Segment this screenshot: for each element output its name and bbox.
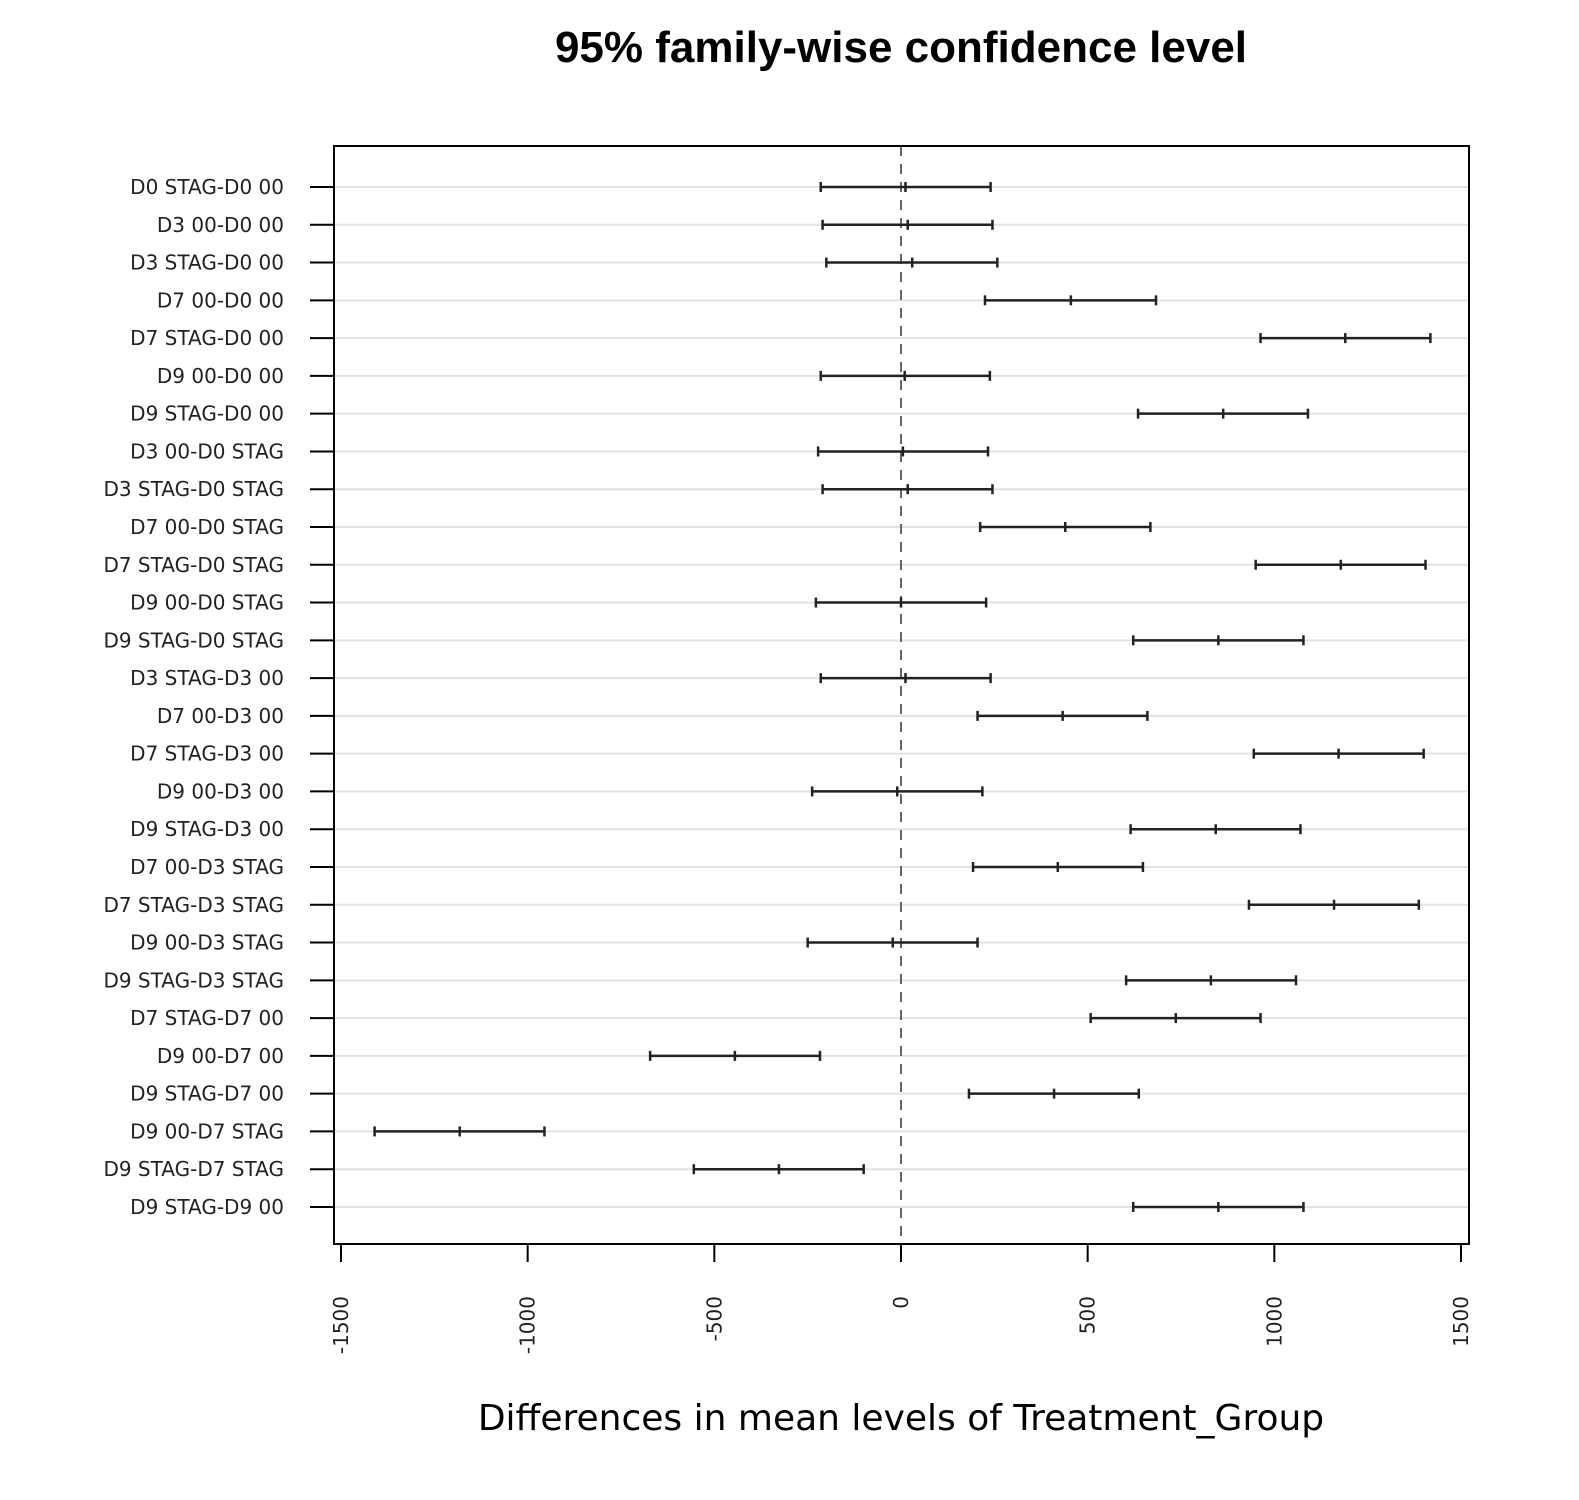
- y-tick-label: D7 STAG-D3 STAG: [103, 893, 284, 917]
- y-tick-label: D3 STAG-D3 00: [130, 666, 284, 690]
- y-tick-label: D9 STAG-D9 00: [130, 1195, 284, 1219]
- interval-17: [1129, 824, 1302, 835]
- y-tick-label: D7 00-D0 00: [157, 288, 284, 312]
- y-tick-label: D9 00-D7 00: [157, 1044, 284, 1068]
- interval-12: [1131, 635, 1305, 646]
- x-tick-label: -500: [702, 1296, 726, 1341]
- interval-6: [1136, 408, 1310, 419]
- interval-25: [373, 1126, 546, 1137]
- y-tick-label: D9 STAG-D7 00: [130, 1082, 284, 1106]
- interval-27: [1131, 1201, 1305, 1212]
- interval-18: [971, 861, 1145, 872]
- interval-9: [978, 521, 1152, 532]
- y-tick-label: D7 00-D3 STAG: [130, 855, 284, 879]
- y-tick-label: D7 STAG-D0 STAG: [103, 553, 284, 577]
- x-axis: -1500 -1000 -500 0 500 1000 1500: [329, 1243, 1473, 1354]
- interval-20: [806, 937, 979, 948]
- interval-10: [1254, 559, 1427, 570]
- x-tick-label: 0: [889, 1296, 913, 1309]
- interval-layer: [373, 182, 1432, 1212]
- y-tick-label: D9 00-D7 STAG: [130, 1119, 284, 1143]
- y-tick-label: D3 STAG-D0 STAG: [103, 477, 284, 501]
- interval-0: [819, 182, 992, 192]
- y-tick-label: D9 STAG-D0 STAG: [103, 628, 284, 652]
- chart-title: 95% family-wise confidence level: [555, 23, 1247, 72]
- interval-23: [648, 1050, 822, 1061]
- interval-1: [821, 219, 994, 230]
- y-tick-label: D9 00-D0 STAG: [130, 591, 284, 615]
- x-axis-title: Differences in mean levels of Treatment_…: [478, 1398, 1324, 1439]
- interval-21: [1124, 975, 1298, 986]
- y-axis: D0 STAG-D0 00 D3 00-D0 00 D3 STAG-D0 00 D7 …: [103, 175, 334, 1219]
- interval-22: [1089, 1013, 1262, 1024]
- y-tick-label: D9 STAG-D3 STAG: [103, 968, 284, 992]
- y-tick-label: D7 00-D0 STAG: [130, 515, 284, 539]
- interval-24: [967, 1088, 1141, 1099]
- x-tick-label: 1500: [1449, 1296, 1473, 1347]
- interval-2: [825, 257, 999, 268]
- interval-26: [692, 1164, 865, 1175]
- y-tick-label: D0 STAG-D0 00: [130, 175, 284, 199]
- y-tick-label: D9 STAG-D7 STAG: [103, 1157, 284, 1181]
- interval-8: [821, 484, 994, 495]
- y-tick-label: D9 00-D3 00: [157, 779, 284, 803]
- y-tick-label: D9 00-D3 STAG: [130, 931, 284, 955]
- y-tick-label: D9 STAG-D0 00: [130, 402, 284, 426]
- y-tick-label: D3 00-D0 STAG: [130, 439, 284, 463]
- y-tick-label: D9 STAG-D3 00: [130, 817, 284, 841]
- interval-19: [1247, 899, 1421, 910]
- interval-15: [1252, 748, 1425, 759]
- x-tick-label: 1000: [1262, 1296, 1286, 1347]
- y-tick-label: D9 00-D0 00: [157, 364, 284, 388]
- interval-5: [819, 370, 992, 381]
- y-tick-label: D7 STAG-D3 00: [130, 742, 284, 766]
- interval-14: [976, 710, 1149, 721]
- x-tick-label: -1000: [516, 1296, 540, 1354]
- interval-7: [816, 446, 990, 457]
- y-tick-label: D3 STAG-D0 00: [130, 251, 284, 275]
- interval-3: [983, 295, 1158, 306]
- y-tick-label: D3 00-D0 00: [157, 213, 284, 237]
- y-tick-label: D7 00-D3 00: [157, 704, 284, 728]
- interval-11: [814, 597, 988, 608]
- interval-13: [819, 673, 992, 684]
- y-tick-label: D7 STAG-D7 00: [130, 1006, 284, 1030]
- interval-4: [1259, 333, 1432, 344]
- x-tick-label: 500: [1076, 1296, 1100, 1334]
- interval-16: [810, 786, 984, 797]
- x-tick-label: -1500: [329, 1296, 353, 1354]
- y-tick-label: D7 STAG-D0 00: [130, 326, 284, 350]
